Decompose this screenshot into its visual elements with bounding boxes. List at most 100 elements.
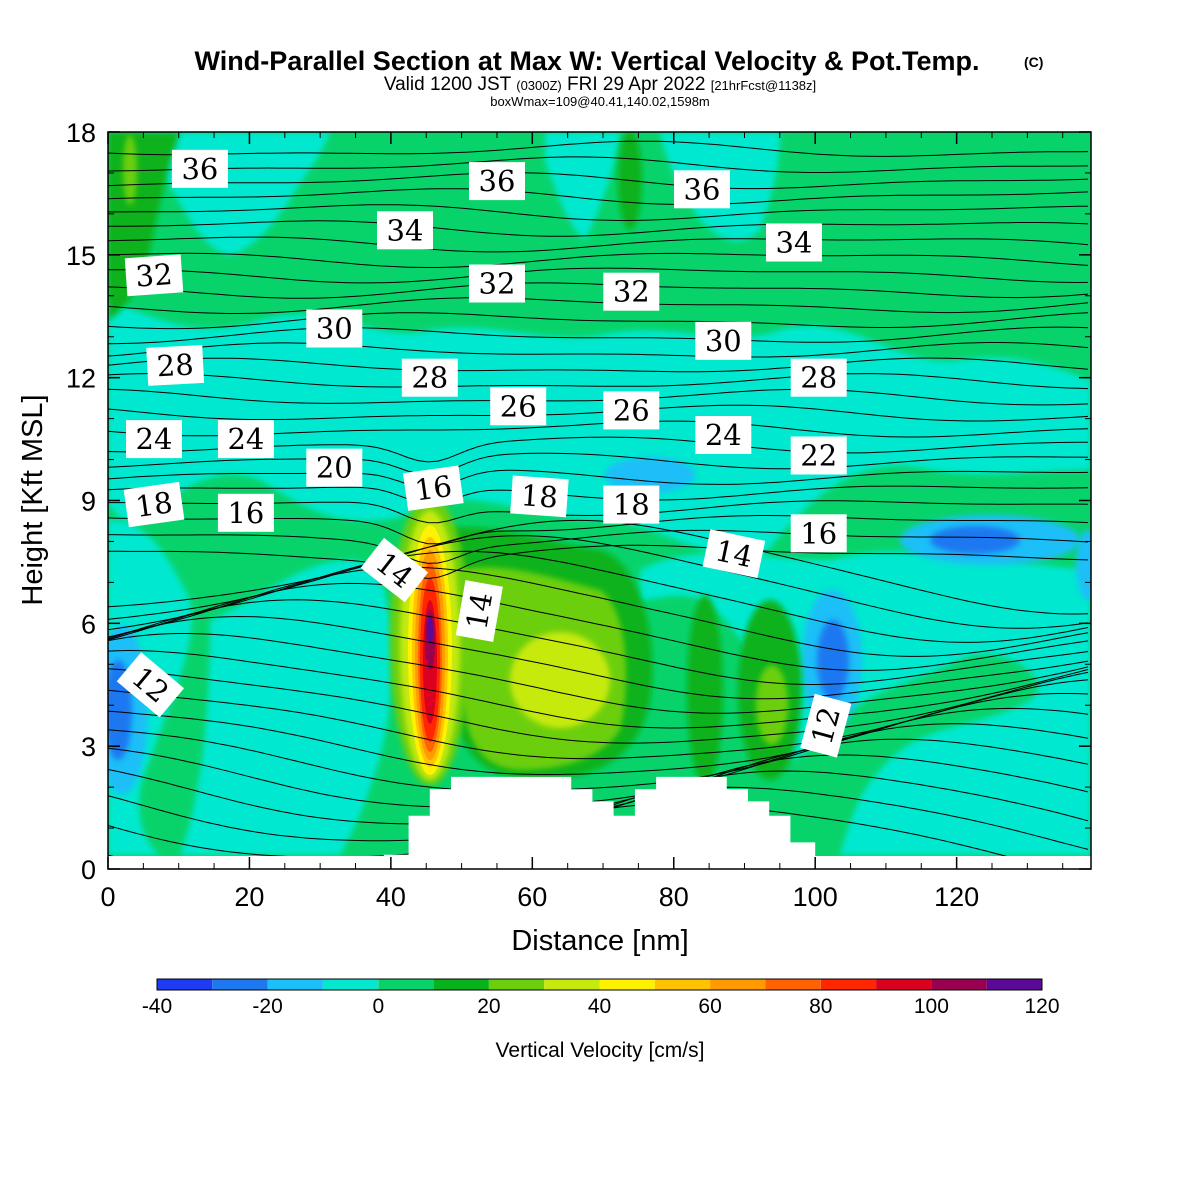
theta-isoline — [108, 188, 1089, 206]
colorbar-tick-label: -40 — [142, 995, 172, 1018]
x-axis-label: Distance [nm] — [511, 925, 688, 957]
pos-streak-upper-left — [123, 135, 137, 205]
theta-label: 32 — [124, 254, 184, 297]
theta-label-bg — [116, 652, 185, 718]
theta-label-text: 28 — [800, 361, 837, 395]
valid-utc: (0300Z) — [516, 78, 562, 93]
theta-isoline — [108, 633, 1089, 714]
x-tick-label: 80 — [659, 882, 689, 912]
theta-label-text: 16 — [227, 496, 264, 530]
colorbar-bin — [544, 979, 600, 990]
y-tick-label: 15 — [66, 241, 96, 271]
theta-label-bg — [800, 693, 852, 758]
theta-label-bg — [695, 416, 752, 454]
theta-label-text: 26 — [613, 393, 650, 427]
colorbar-bin — [212, 979, 268, 990]
theta-label-text: 34 — [776, 226, 813, 260]
theta-label-bg — [455, 580, 503, 642]
colorbar-bin — [876, 979, 932, 990]
colorbar-tick-label: 80 — [809, 995, 832, 1018]
theta-label: 28 — [401, 358, 458, 397]
theta-isoline — [108, 372, 1089, 390]
neg-region-right-mid-core — [930, 526, 1020, 554]
updraft-110 — [427, 616, 433, 644]
colorbar-bin — [157, 979, 213, 990]
theta-label-text: 30 — [316, 312, 353, 346]
ground-strip — [108, 856, 1091, 869]
theta-isoline — [108, 469, 1089, 489]
theta-label-text: 24 — [227, 422, 264, 456]
theta-label-bg — [510, 475, 569, 518]
theta-label-bg — [702, 529, 766, 579]
theta-label: 18 — [603, 485, 660, 524]
theta-isoline — [108, 519, 1089, 615]
theta-isoline — [108, 452, 1089, 476]
theta-label-bg — [377, 211, 433, 250]
theta-label-bg — [360, 537, 429, 603]
theta-label-text: 14 — [712, 533, 755, 574]
theta-label-text: 24 — [705, 418, 742, 452]
theta-label: 18 — [123, 481, 185, 528]
theta-isoline — [108, 204, 1089, 221]
theta-isoline — [108, 267, 1089, 284]
theta-isoline — [108, 140, 1089, 157]
theta-label: 20 — [306, 448, 363, 487]
theta-isoline — [108, 297, 1089, 314]
theta-isoline — [108, 582, 1089, 671]
y-tick-label: 0 — [81, 855, 96, 885]
colorbar-tick-label: 20 — [477, 995, 500, 1018]
theta-isoline — [108, 615, 1089, 700]
lower-cyan-area — [180, 560, 392, 855]
theta-label-text: 36 — [479, 164, 516, 198]
theta-label-text: 32 — [134, 257, 173, 293]
theta-label: 26 — [490, 387, 547, 426]
theta-label-bg — [306, 309, 363, 348]
upper-cyan-pocket-2 — [545, 132, 620, 240]
pos-region-main-core — [510, 632, 610, 728]
theta-isoline — [108, 723, 1089, 808]
theta-isoline — [108, 252, 1089, 268]
theta-label-bg — [171, 149, 228, 188]
theta-label: 14 — [702, 529, 766, 579]
theta-label: 26 — [603, 391, 660, 430]
colorbar-bin — [654, 979, 711, 990]
valid-prefix: Valid 1200 JST — [384, 74, 512, 95]
terrain-mask — [108, 776, 1091, 869]
x-tick-label: 40 — [376, 882, 406, 912]
theta-label-bg — [490, 387, 547, 426]
colorbar-tick-label: 120 — [1024, 995, 1059, 1018]
colorbar-bin — [488, 979, 545, 990]
y-tick-label: 6 — [81, 609, 96, 639]
colorbar-bin — [710, 979, 766, 990]
colorbar-bin — [378, 979, 434, 990]
theta-label-text: 18 — [520, 478, 559, 514]
theta-isoline — [108, 388, 1089, 406]
theta-label: 24 — [695, 416, 752, 454]
colorbar-tick-label: -20 — [252, 995, 282, 1018]
theta-isoline — [108, 649, 1089, 729]
colorbar-bin — [267, 979, 323, 990]
theta-label: 34 — [766, 223, 822, 262]
theta-isoline — [108, 550, 1089, 643]
theta-label: 28 — [146, 344, 205, 386]
theta-label: 30 — [695, 321, 752, 360]
theta-label: 16 — [402, 465, 464, 511]
theta-label-bg — [790, 358, 847, 397]
colorbar-bin — [820, 979, 877, 990]
theta-label-bg — [126, 420, 182, 459]
theta-label-text: 32 — [479, 267, 516, 301]
x-tick-label: 120 — [934, 882, 979, 912]
theta-label: 28 — [790, 358, 847, 397]
y-tick-label: 3 — [81, 732, 96, 762]
theta-label-bg — [124, 254, 184, 297]
colorbar-bin — [322, 979, 379, 990]
theta-label-text: 36 — [181, 152, 218, 186]
theta-isoline — [108, 156, 1089, 173]
theta-label-text: 20 — [316, 451, 353, 485]
theta-label-bg — [401, 358, 458, 397]
theta-label-bg — [790, 514, 847, 553]
colorbar-bin — [765, 979, 821, 990]
theta-isoline — [108, 220, 1089, 237]
